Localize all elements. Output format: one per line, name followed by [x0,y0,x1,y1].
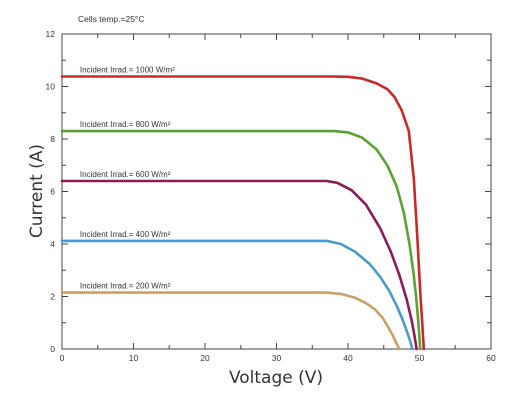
y-tick-label: 4 [50,239,55,249]
x-tick-label: 20 [200,353,210,363]
x-tick-label: 10 [129,353,139,363]
series-line-1 [60,129,422,351]
series-line-0 [60,75,426,351]
series-label-0: Incident Irrad.= 1000 W/m² [80,66,175,75]
y-axis-title: Current (A) [27,144,47,238]
x-tick-labels: 0 10 20 30 40 50 60 [60,353,496,363]
series-line-2 [60,179,418,351]
x-tick-label: 30 [272,353,282,363]
x-tick-label: 60 [486,353,496,363]
minor-ticks [62,34,491,349]
series-labels: Incident Irrad.= 1000 W/m² Incident Irrad… [80,66,175,291]
x-tick-label: 0 [60,353,65,363]
x-axis-title: Voltage (V) [229,368,323,388]
series-lines [60,75,426,351]
series-line-4 [60,291,401,351]
y-tick-label: 8 [50,134,55,144]
major-ticks [61,33,492,350]
y-tick-label: 10 [46,82,56,92]
plot-area-frame [61,33,492,350]
series-line-3 [60,239,414,351]
y-tick-label: 0 [50,344,55,354]
series-label-1: Incident Irrad.= 800 W/m² [80,120,171,129]
y-tick-labels: 0 2 4 6 8 10 12 [46,29,56,354]
x-tick-label: 40 [343,353,353,363]
chart-annotation: Cells temp.=25°C [78,14,144,24]
series-label-4: Incident Irrad.= 200 W/m² [80,282,171,291]
series-label-3: Incident Irrad.= 400 W/m² [80,230,171,239]
y-tick-label: 12 [46,29,56,39]
y-tick-label: 6 [50,187,55,197]
series-label-2: Incident Irrad.= 600 W/m² [80,170,171,179]
y-tick-label: 2 [50,292,55,302]
x-tick-label: 50 [415,353,425,363]
